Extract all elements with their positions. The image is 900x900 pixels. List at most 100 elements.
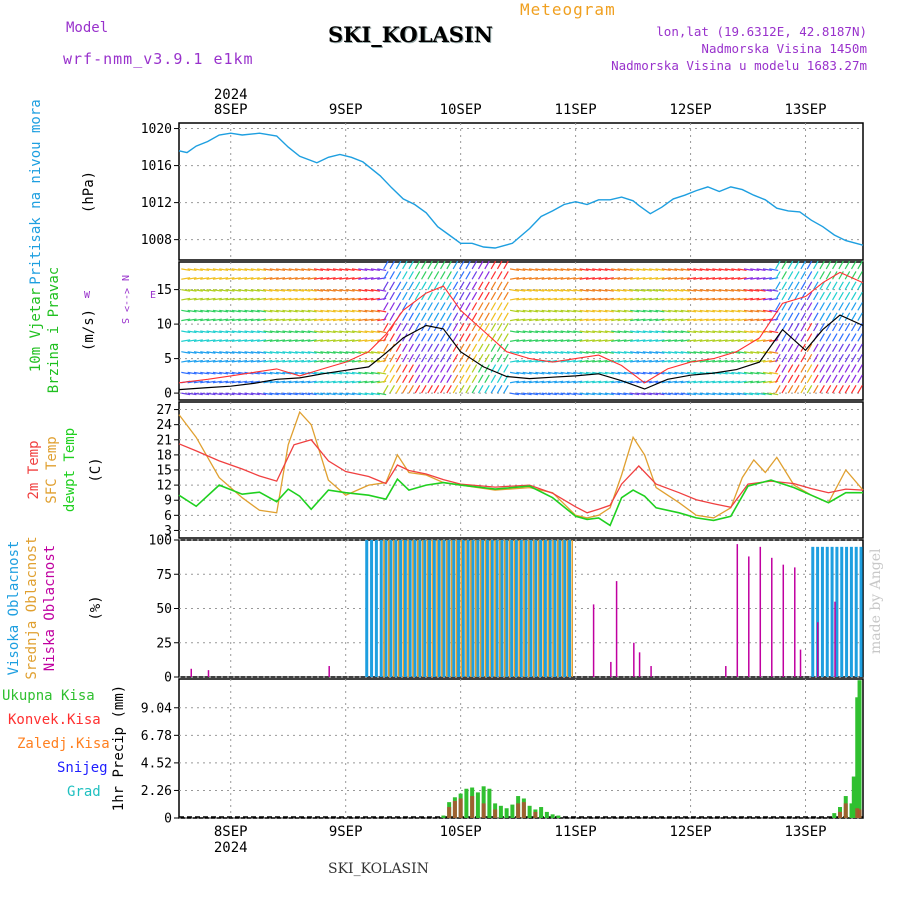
wind-arrow [288,277,298,280]
wind-arrow [547,371,557,375]
wind-arrow [687,380,697,384]
wind-arrow [320,380,330,384]
x-tick-label-bottom: 11SEP [555,824,597,840]
wind-arrow [731,268,741,272]
wind-arrow [825,353,832,363]
wind-arrow [364,268,374,272]
wind-arrow [244,309,254,313]
wind-arrow [762,392,772,396]
wind-arrow [181,392,191,396]
x-tick-label-top: 10SEP [440,102,482,118]
cloud-high-bar [452,540,456,677]
wind-arrow [465,343,471,353]
wind-arrow [604,289,614,292]
wind-arrow [680,380,690,384]
wind-arrow [370,297,380,301]
compass-w: W [84,290,91,301]
wind-arrow [781,385,787,394]
wind-arrow [490,291,497,301]
wind-arrow [452,281,459,290]
cloud-mid-bar [392,540,395,677]
wind-arrow [832,353,838,363]
wind-arrow [408,312,414,321]
wind-arrow [295,392,305,396]
wind-arrow [408,260,414,270]
wind-arrow [787,353,794,363]
wind-arrow [806,333,813,342]
wind-arrow [307,318,317,322]
cloud-mid-bar [561,540,564,677]
wind-arrow [528,330,539,334]
wind-arrow [301,268,311,272]
station-title: SKI_KOLASIN [328,22,493,47]
cloud-mid-bar [470,540,472,677]
cloud-mid-bar [397,540,400,677]
wind-arrow [775,302,781,311]
wind-arrow [389,333,395,342]
wind-arrow [484,260,490,270]
wind-arrow [339,351,349,354]
wind-arrow [257,268,267,272]
wind-arrow [813,271,819,280]
wind-arrow [585,289,595,292]
wind-arrow [598,277,608,280]
wind-arrow [718,330,728,334]
wind-arrow [541,339,551,342]
wind-arrow [383,374,389,384]
wind-arrow [535,268,545,272]
wind-arrow [819,385,825,394]
x-tick-label-top: 12SEP [669,102,711,118]
wind-arrow [668,392,678,396]
wind-arrow [326,318,336,322]
wind-arrow [705,351,716,354]
wind-arrow [395,364,402,373]
wind-arrow [231,371,241,375]
wind-arrow [484,374,490,384]
wind-arrow [402,271,408,280]
wind-arrow [465,385,471,394]
wind-arrow [408,271,414,280]
wind-arrow [206,392,216,396]
wind-arrow [250,330,260,334]
wind-arrow [674,339,684,342]
wind-arrow [509,359,520,363]
wind-arrow [364,351,374,354]
wind-arrow [687,318,697,322]
wind-arrow [642,318,652,322]
wind-arrow [800,353,806,363]
precip-total-bar [550,814,555,818]
wind-arrow [225,277,235,280]
wind-arrow [477,374,484,384]
wind-arrow [458,333,465,342]
wind-arrow [604,268,614,272]
wind-arrow [611,380,621,384]
dewpoint-line [178,477,863,527]
model-version: wrf-nmm_v3.9.1 e1km [63,50,254,68]
cloud-low-bar [834,601,836,677]
wind-arrow [276,371,286,375]
wind-arrow [427,374,433,384]
wind-arrow [630,380,640,384]
wind-arrow [516,392,526,396]
wind-arrow [560,277,570,280]
wind-arrow [370,330,380,334]
wind-arrow [668,289,678,292]
wind-arrow [731,277,741,280]
wind-arrow [395,271,402,280]
cloud-mid-bar [455,540,458,677]
wind-arrow [225,330,235,334]
wind-arrow [509,309,520,313]
wind-arrow [750,330,760,334]
cloud-mid-bar [407,540,409,677]
wind-arrow [737,289,747,292]
wind-arrow [712,339,722,342]
sfc-temp-line [178,410,864,519]
cloud-low-bar [615,581,618,677]
wind-arrow [465,260,471,270]
wind-arrow [573,380,583,384]
wind-arrow [206,339,216,342]
wind-arrow [364,330,374,334]
y-tick-label: 18 [156,448,172,463]
wind-arrow [282,330,292,334]
wind-arrow [554,371,564,375]
